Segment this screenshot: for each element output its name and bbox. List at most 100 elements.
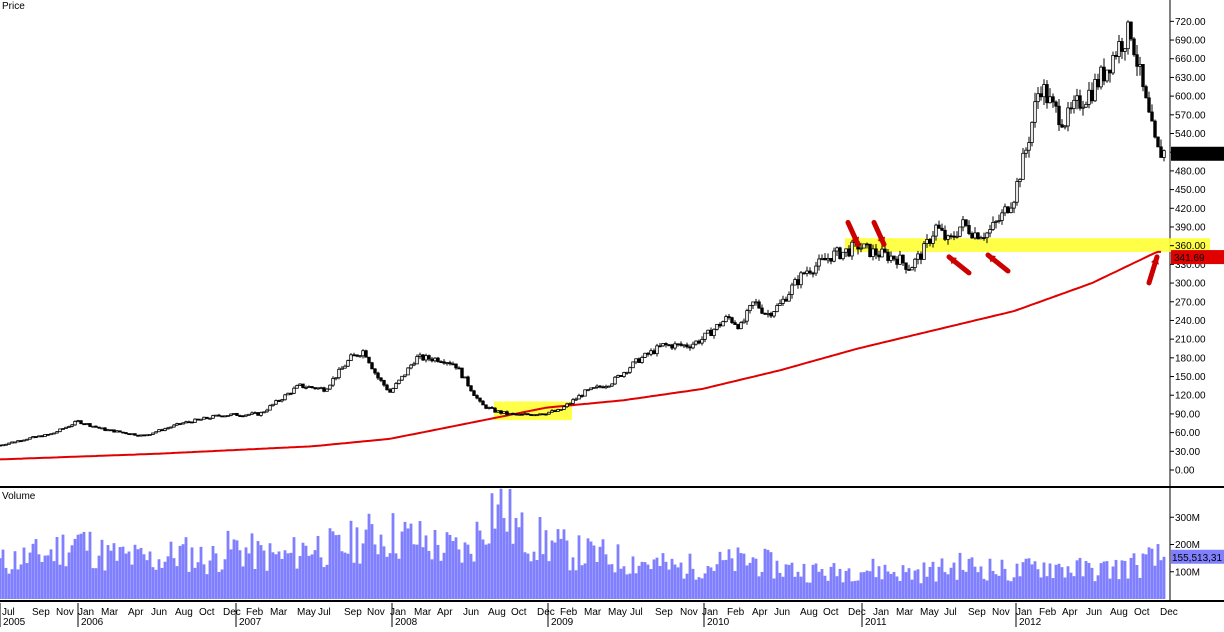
volume-bar bbox=[517, 527, 521, 599]
volume-bar bbox=[997, 575, 1001, 599]
volume-bar bbox=[142, 554, 146, 599]
volume-bar bbox=[1111, 566, 1115, 599]
candle-body bbox=[244, 414, 248, 417]
candle-body bbox=[583, 389, 587, 397]
candle-body bbox=[1129, 21, 1133, 40]
volume-bar bbox=[928, 566, 932, 599]
volume-bar bbox=[130, 564, 134, 599]
candle-body bbox=[367, 356, 371, 364]
candle-body bbox=[457, 367, 461, 370]
volume-bar bbox=[478, 530, 482, 599]
red-arrow-head bbox=[851, 236, 859, 245]
volume-bar bbox=[232, 539, 236, 599]
volume-bar bbox=[139, 547, 143, 599]
candle-body bbox=[322, 387, 326, 392]
candle-body bbox=[901, 254, 905, 264]
candle-body bbox=[1096, 79, 1100, 88]
volume-bar bbox=[382, 546, 386, 599]
candle-body bbox=[352, 354, 356, 357]
candle-body bbox=[379, 377, 383, 381]
candle-body bbox=[664, 343, 668, 346]
volume-bar bbox=[58, 564, 62, 599]
volume-bar bbox=[466, 544, 470, 599]
candle-body bbox=[475, 395, 479, 399]
volume-bar bbox=[205, 574, 209, 599]
candle-body bbox=[988, 229, 992, 234]
volume-bar bbox=[367, 513, 371, 599]
volume-bar bbox=[730, 558, 734, 599]
volume-bar bbox=[31, 543, 35, 599]
volume-bar bbox=[802, 563, 806, 599]
candle-body bbox=[1057, 105, 1061, 126]
highlight-zone-2 bbox=[845, 238, 1210, 252]
volume-bar bbox=[643, 562, 647, 599]
volume-bar bbox=[922, 562, 926, 599]
volume-bar bbox=[778, 572, 782, 599]
candle-body bbox=[490, 407, 494, 409]
candle-body bbox=[16, 440, 20, 443]
candle-body bbox=[280, 399, 284, 402]
candle-body bbox=[838, 247, 842, 260]
volume-bar bbox=[451, 540, 455, 599]
volume-bar bbox=[694, 579, 698, 599]
candle-body bbox=[313, 387, 317, 390]
volume-bar bbox=[1138, 577, 1142, 599]
candle-body bbox=[52, 432, 56, 435]
volume-bar bbox=[805, 582, 809, 599]
volume-bar bbox=[712, 570, 716, 599]
volume-bar bbox=[262, 550, 266, 599]
candle-body bbox=[127, 433, 131, 436]
candle-body bbox=[220, 415, 224, 418]
volume-bar bbox=[955, 579, 959, 599]
candle-body bbox=[808, 270, 812, 274]
candle-body bbox=[697, 340, 701, 344]
candle-body bbox=[586, 389, 590, 392]
candle-body bbox=[946, 235, 950, 240]
candle-body bbox=[496, 410, 500, 413]
candle-body bbox=[997, 220, 1001, 222]
candle-body bbox=[73, 421, 77, 426]
volume-bar bbox=[250, 533, 254, 599]
volume-bar bbox=[697, 577, 701, 599]
volume-bar bbox=[199, 546, 203, 599]
price-tick-label: 300.00 bbox=[1175, 279, 1206, 290]
volume-bar bbox=[523, 552, 527, 599]
volume-bar bbox=[49, 549, 53, 599]
volume-bar bbox=[112, 543, 116, 599]
year-label: 2008 bbox=[395, 617, 418, 627]
volume-bar bbox=[829, 566, 833, 599]
candle-body bbox=[760, 307, 764, 314]
volume-bar bbox=[484, 544, 488, 599]
volume-bar bbox=[742, 553, 746, 599]
candle-body bbox=[799, 272, 803, 286]
volume-bar bbox=[979, 566, 983, 599]
volume-bar bbox=[43, 555, 47, 599]
candle-body bbox=[646, 352, 650, 355]
volume-bar bbox=[346, 553, 350, 599]
candle-body bbox=[898, 254, 902, 265]
volume-bar bbox=[943, 572, 947, 599]
volume-bar bbox=[97, 555, 101, 599]
candle-body bbox=[667, 344, 671, 347]
candle-body bbox=[22, 439, 26, 442]
month-label: Jul bbox=[944, 607, 957, 618]
volume-bar bbox=[322, 567, 326, 599]
candle-body bbox=[232, 413, 236, 415]
price-tick-label: 420.00 bbox=[1175, 204, 1206, 215]
volume-bar bbox=[619, 568, 623, 599]
volume-bar bbox=[379, 534, 383, 599]
candle-body bbox=[133, 433, 137, 436]
month-label: Jun bbox=[151, 607, 167, 618]
volume-bar bbox=[556, 529, 560, 599]
candle-body bbox=[1066, 107, 1070, 127]
candle-body bbox=[472, 390, 476, 396]
candle-body bbox=[91, 425, 95, 428]
month-label: Apr bbox=[437, 607, 453, 618]
volume-bar bbox=[592, 545, 596, 599]
volume-bar bbox=[988, 558, 992, 599]
candle-body bbox=[649, 350, 653, 355]
candle-body bbox=[151, 432, 155, 435]
volume-bar bbox=[1117, 579, 1121, 599]
volume-bar bbox=[808, 582, 812, 599]
candle-body bbox=[766, 312, 770, 315]
